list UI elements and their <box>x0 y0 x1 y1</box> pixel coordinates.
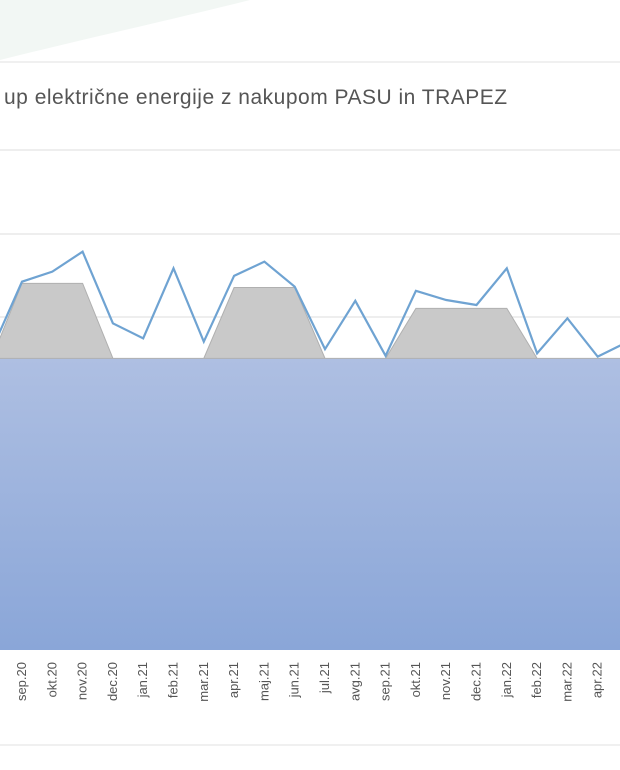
x-tick-label: apr.21 <box>226 662 241 698</box>
x-tick-label: maj.21 <box>256 662 271 701</box>
x-tick-label: dec.20 <box>105 662 120 701</box>
x-tick-label: feb.22 <box>529 662 544 698</box>
x-tick-label: sep.21 <box>378 662 393 701</box>
plot: sep.20 okt.20 nov.20 dec.20 jan.21 feb.21 mar.… <box>0 250 620 702</box>
chart-title: up električne energije z nakupom PASU in… <box>4 86 508 109</box>
x-tick-label: apr.22 <box>590 662 605 698</box>
x-tick-label: feb.21 <box>166 662 181 698</box>
x-tick-label: avg.21 <box>347 662 362 701</box>
line <box>0 250 620 359</box>
x-tick-label: nov.21 <box>438 662 453 700</box>
x-tick-label: jan.21 <box>135 662 150 698</box>
x-tick-label: okt.20 <box>44 662 59 697</box>
x-tick-label: nov.20 <box>75 662 90 700</box>
x-tick-label: okt.21 <box>408 662 423 697</box>
x-tick-label: mar.21 <box>196 662 211 702</box>
x-tick-label: sep.20 <box>14 662 29 701</box>
band-area <box>0 282 620 359</box>
x-tick-label: jul.21 <box>317 662 332 694</box>
x-tick-label: jan.22 <box>499 662 514 698</box>
decor <box>0 0 250 60</box>
x-tick-label: mar.22 <box>559 662 574 702</box>
base-area <box>0 358 620 650</box>
x-tick-label: dec.21 <box>469 662 484 701</box>
x-tick-label: jun.21 <box>287 662 302 698</box>
